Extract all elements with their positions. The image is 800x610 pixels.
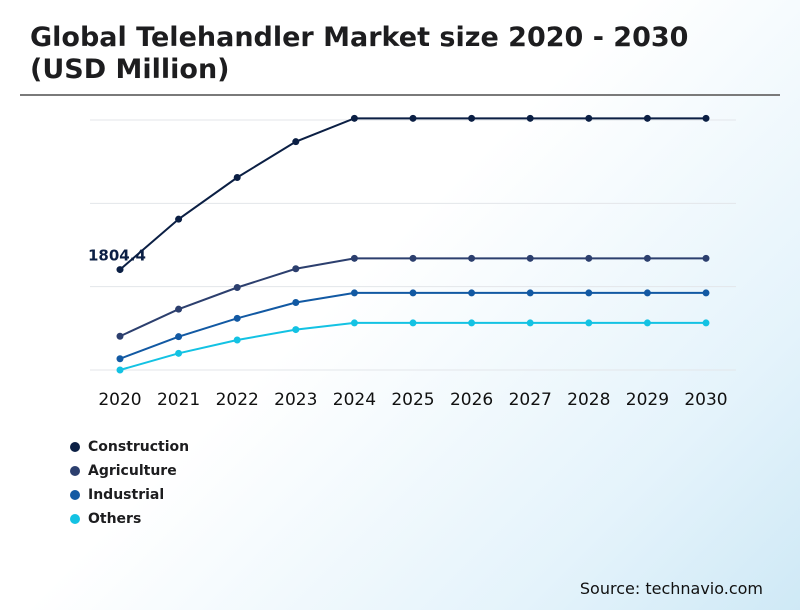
legend-item-others: Others (70, 507, 189, 531)
data-point-construction (526, 114, 534, 122)
series-line-construction (119, 117, 706, 271)
x-tick-label: 2028 (567, 390, 610, 410)
data-point-construction (643, 114, 651, 122)
data-point-others (409, 319, 417, 327)
data-point-industrial (643, 289, 651, 297)
legend-marker-icon (70, 514, 80, 524)
data-point-others (585, 319, 593, 327)
data-point-industrial (468, 289, 476, 297)
data-point-industrial (233, 314, 241, 322)
data-point-agriculture (585, 254, 593, 262)
data-point-construction (468, 114, 476, 122)
x-tick-label: 2027 (509, 390, 552, 410)
data-point-agriculture (233, 284, 241, 291)
legend-item-industrial: Industrial (70, 483, 189, 507)
data-point-agriculture (116, 332, 124, 340)
x-tick-label: 2020 (98, 390, 141, 410)
data-point-construction (116, 266, 124, 274)
title-divider (20, 94, 780, 96)
data-point-agriculture (468, 254, 476, 262)
x-tick-label: 2030 (684, 390, 727, 410)
data-point-others (468, 319, 476, 327)
data-point-agriculture (409, 254, 417, 262)
legend-marker-icon (70, 466, 80, 476)
data-point-others (643, 319, 651, 327)
data-point-industrial (409, 289, 417, 297)
data-point-industrial (526, 289, 534, 297)
data-point-others (702, 319, 710, 327)
data-point-industrial (116, 355, 124, 363)
data-point-industrial (585, 289, 593, 297)
data-point-agriculture (350, 254, 358, 262)
data-point-others (175, 349, 183, 357)
legend-label: Industrial (88, 487, 165, 503)
data-point-others (233, 336, 241, 344)
x-tick-label: 2025 (391, 390, 434, 410)
data-point-industrial (292, 299, 300, 306)
series-line-others (119, 321, 706, 371)
data-point-agriculture (292, 265, 300, 273)
data-point-construction (702, 114, 710, 122)
x-tick-label: 2029 (626, 390, 669, 410)
data-point-construction (292, 138, 300, 146)
chart-title: Global Telehandler Market size 2020 - 20… (30, 22, 689, 85)
data-point-agriculture (175, 305, 183, 313)
legend-marker-icon (70, 442, 80, 452)
data-point-construction (585, 114, 593, 122)
legend-label: Construction (88, 439, 190, 455)
x-tick-label: 2022 (216, 390, 259, 410)
data-point-construction (350, 114, 358, 122)
data-point-others (116, 366, 124, 374)
x-tick-label: 2024 (333, 390, 376, 410)
legend: Construction Agriculture Industrial Others (70, 435, 189, 531)
data-point-industrial (702, 289, 710, 297)
legend-label: Agriculture (88, 463, 177, 479)
data-point-others (350, 319, 358, 327)
data-label: 1804.4 (88, 247, 146, 265)
legend-label: Others (88, 511, 142, 527)
data-point-agriculture (702, 254, 710, 262)
x-tick-label: 2026 (450, 390, 493, 410)
legend-item-agriculture: Agriculture (70, 459, 189, 483)
legend-marker-icon (70, 490, 80, 500)
data-point-industrial (350, 289, 358, 297)
legend-item-construction: Construction (70, 435, 189, 459)
data-point-construction (409, 114, 417, 122)
data-point-agriculture (526, 254, 534, 262)
x-tick-label: 2023 (274, 390, 317, 410)
data-point-others (292, 326, 300, 334)
x-tick-label: 2021 (157, 390, 200, 410)
data-point-construction (233, 174, 241, 181)
data-point-industrial (175, 333, 183, 341)
source-label: Source: technavio.com (579, 579, 763, 598)
data-point-agriculture (643, 254, 651, 262)
data-point-others (526, 319, 534, 327)
data-point-construction (175, 215, 183, 223)
